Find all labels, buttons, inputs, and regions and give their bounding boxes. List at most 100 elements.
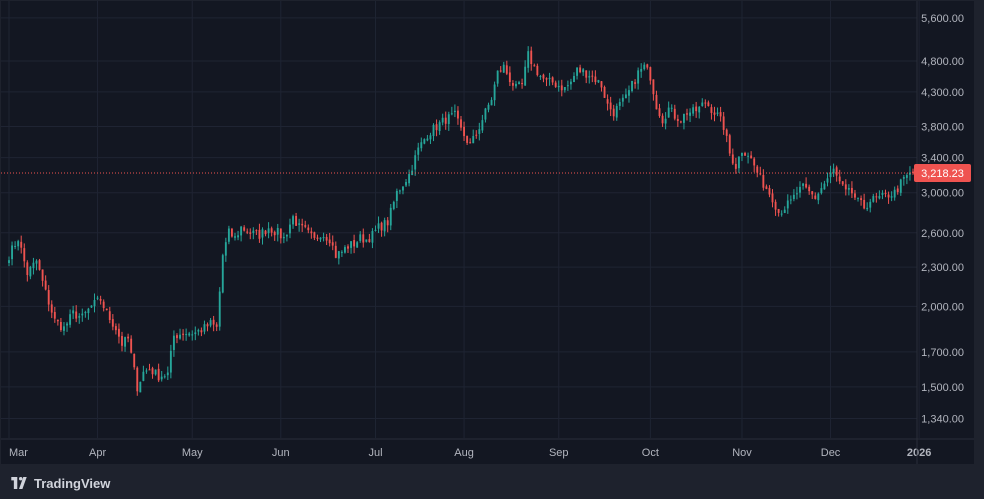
candle-body — [679, 121, 682, 123]
candle-body — [912, 171, 914, 174]
candle-body — [835, 167, 838, 176]
x-tick-label: Dec — [821, 447, 841, 459]
candle-body — [347, 246, 349, 249]
candle-body — [218, 291, 221, 327]
candle-body — [209, 320, 212, 326]
candle-body — [560, 85, 563, 91]
candle-body — [371, 230, 374, 243]
candle-body — [151, 368, 154, 375]
candle-body — [530, 50, 533, 65]
candle-body — [142, 371, 145, 381]
candle-body — [594, 76, 597, 83]
candle-body — [759, 173, 762, 175]
candle-body — [276, 227, 279, 235]
candle-body — [398, 190, 401, 192]
candle-body — [857, 197, 859, 199]
candle-body — [56, 319, 59, 322]
brand-name: TradingView — [34, 475, 111, 491]
candle-body — [23, 248, 26, 262]
candle-body — [563, 87, 566, 91]
candle-body — [655, 94, 658, 110]
candle-body — [417, 147, 420, 155]
candle-body — [905, 175, 908, 178]
candle-body — [344, 247, 346, 253]
candle-body — [234, 236, 236, 238]
candle-body — [185, 334, 188, 336]
candle-body — [661, 115, 664, 124]
candle-body — [63, 326, 65, 331]
candle-body — [264, 230, 267, 235]
candle-body — [683, 113, 685, 123]
candle-body — [331, 242, 334, 246]
candle-body — [475, 134, 478, 136]
candle-body — [628, 90, 630, 96]
candle-body — [789, 199, 792, 201]
candle-body — [814, 195, 817, 199]
candle-body — [713, 112, 716, 115]
y-tick-label: 1,700.00 — [921, 347, 964, 359]
x-tick-label: Mar — [9, 447, 28, 459]
candle-body — [243, 227, 246, 231]
candle-body — [383, 220, 386, 232]
y-tick-label: 4,800.00 — [921, 56, 964, 68]
candle-body — [389, 207, 392, 226]
candle-body — [850, 187, 853, 194]
candle-body — [224, 242, 227, 256]
candle-body — [163, 376, 166, 378]
candle-body — [799, 186, 801, 193]
candle-body — [490, 99, 493, 106]
candle-body — [896, 188, 899, 193]
candle-body — [817, 193, 820, 201]
candle-body — [402, 186, 404, 191]
candle-body — [765, 186, 768, 189]
brand-footer[interactable]: TradingView — [10, 473, 110, 493]
candle-body — [469, 142, 472, 144]
candle-body — [719, 112, 722, 117]
candle-body — [841, 181, 844, 185]
candle-body — [551, 77, 554, 83]
candle-body — [157, 368, 160, 381]
candle-body — [304, 225, 307, 227]
candle-body — [432, 124, 435, 137]
candle-body — [124, 337, 126, 347]
candle-body — [139, 381, 142, 393]
candle-body — [615, 105, 618, 118]
candle-body — [160, 376, 163, 380]
candle-body — [328, 239, 331, 244]
candle-body — [53, 312, 56, 319]
candle-body — [744, 153, 746, 156]
candle-body — [301, 223, 304, 226]
candle-body — [240, 226, 243, 236]
candle-body — [524, 66, 527, 86]
candle-body — [747, 155, 750, 157]
candle-body — [844, 184, 847, 190]
candle-body — [823, 183, 826, 190]
candle-body — [423, 139, 426, 144]
candle-body — [99, 299, 102, 301]
candle-body — [395, 190, 398, 201]
candle-body — [310, 231, 313, 234]
candle-body — [478, 129, 481, 134]
candle-body — [863, 199, 866, 209]
candle-body — [890, 196, 893, 198]
x-tick-label: Sep — [549, 447, 569, 459]
candle-body — [90, 305, 93, 308]
candle-body — [334, 245, 337, 258]
candle-body — [704, 102, 707, 104]
candle-body — [295, 215, 298, 226]
candle-body — [597, 80, 600, 83]
candle-body — [307, 227, 310, 231]
candle-body — [447, 114, 450, 125]
candle-body — [460, 119, 462, 128]
candle-body — [463, 126, 465, 137]
candle-body — [695, 106, 698, 112]
y-tick-label: 2,300.00 — [921, 262, 964, 274]
candle-body — [444, 117, 447, 124]
candle-body — [319, 237, 322, 240]
candle-body — [32, 262, 35, 269]
candle-body — [441, 117, 444, 123]
candle-body — [533, 65, 536, 67]
candle-body — [78, 316, 81, 318]
candle-body — [728, 135, 731, 154]
